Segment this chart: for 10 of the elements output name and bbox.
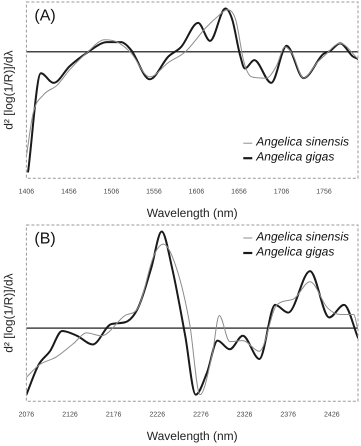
legend-label: Angelica sinensis [255, 229, 349, 244]
chart-title: (A) [34, 7, 56, 24]
y-axis-title: d² [log(1/R)]/dλ [2, 50, 16, 130]
y-axis-title: d² [log(1/R)]/dλ [2, 273, 16, 353]
chart-title: (B) [34, 230, 56, 248]
legend-label: Angelica gigas [255, 244, 334, 258]
x-axis-title: Wavelength (nm) [146, 429, 238, 444]
legend-label: Angelica gigas [255, 150, 334, 164]
legend-label: Angelica sinensis [255, 134, 349, 149]
x-axis-title: Wavelength (nm) [146, 206, 238, 220]
